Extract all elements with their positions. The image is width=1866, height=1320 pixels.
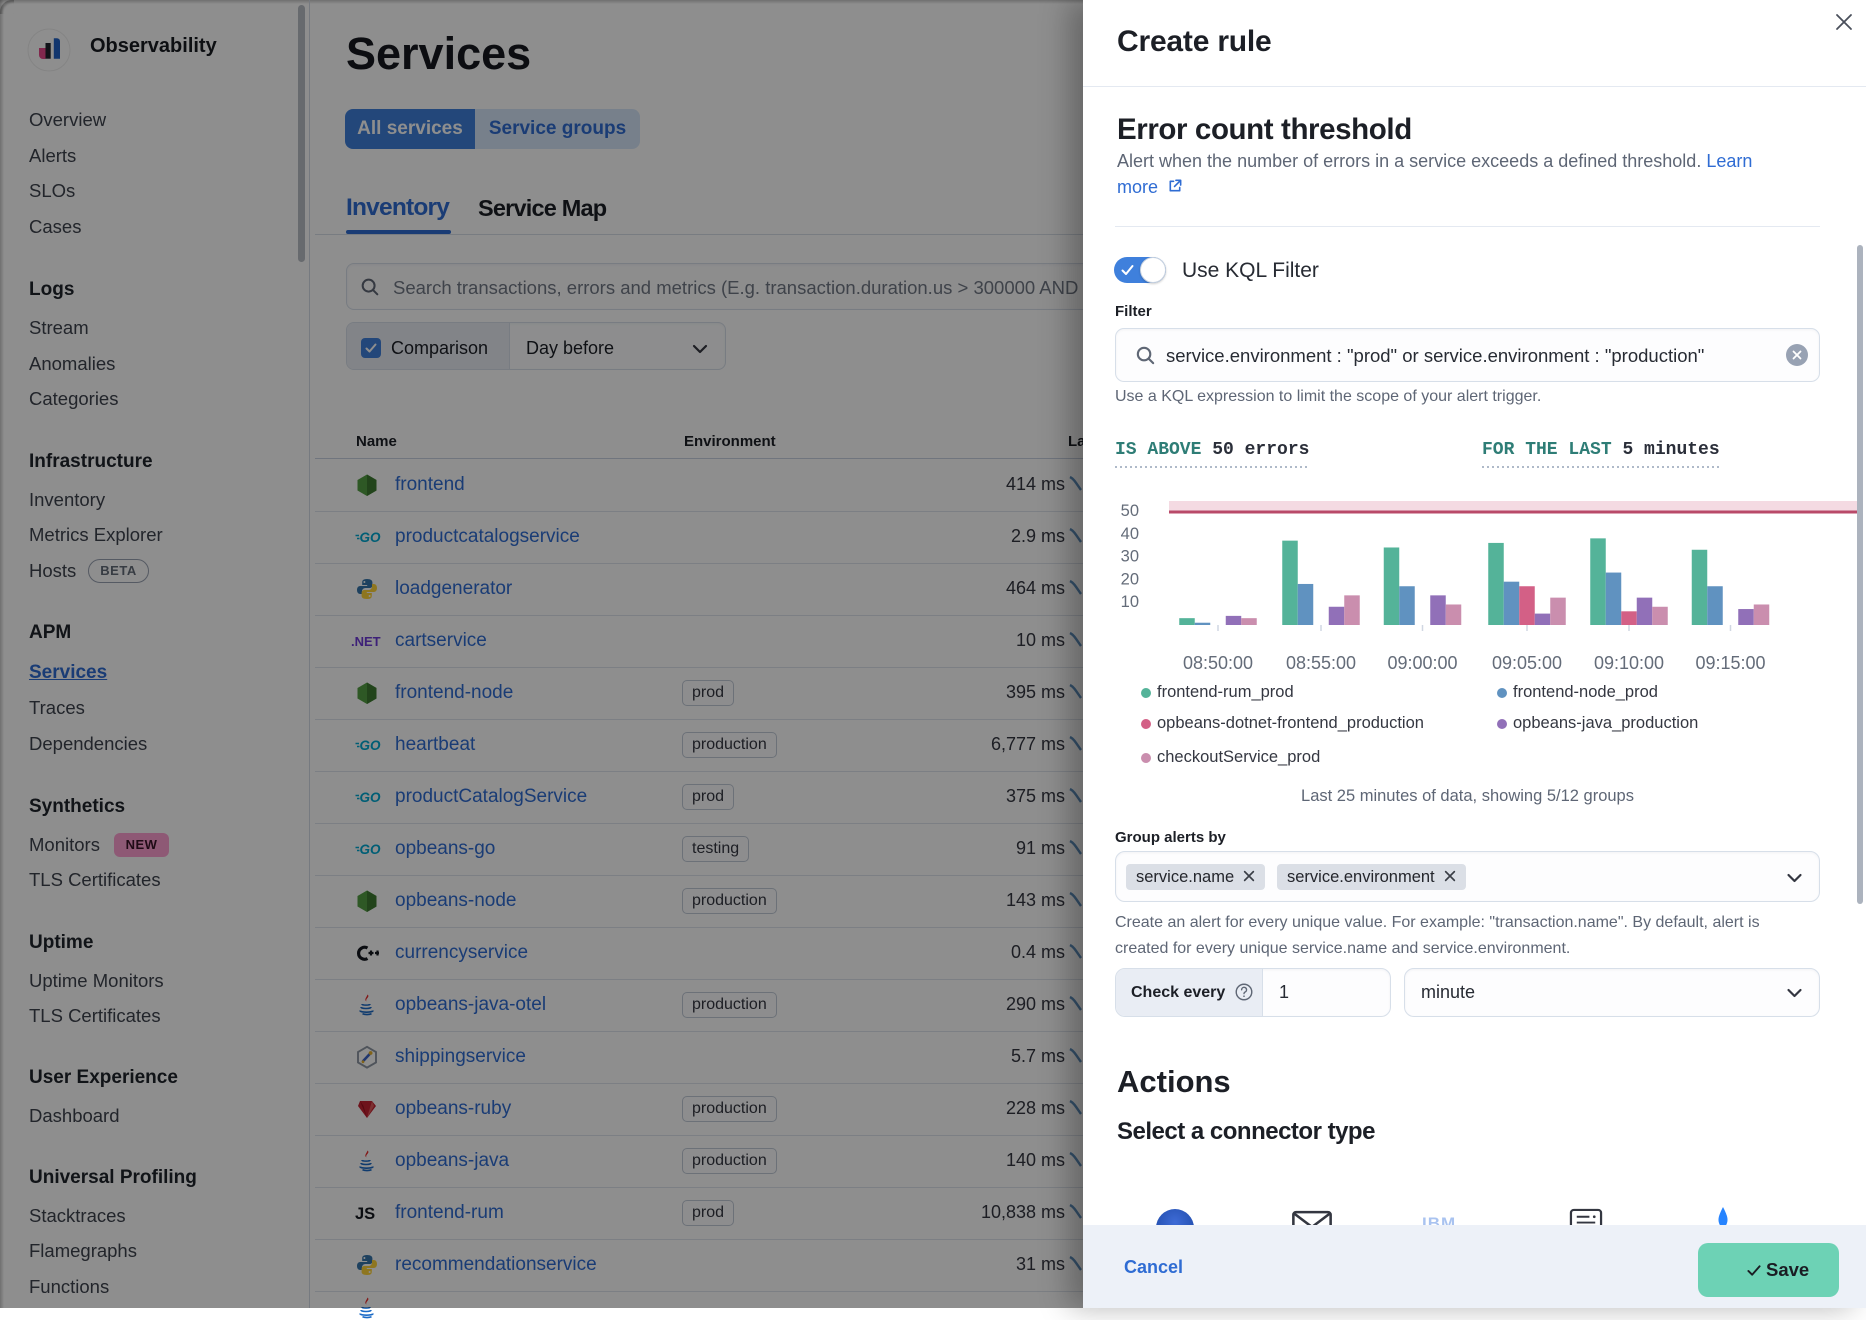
svg-text:20: 20 — [1121, 570, 1139, 588]
svg-text:GO: GO — [360, 790, 382, 805]
svg-text:.NET: .NET — [351, 634, 381, 649]
svg-text:GO: GO — [360, 530, 382, 545]
svg-text:08:50:00: 08:50:00 — [1183, 653, 1253, 670]
svg-text:40: 40 — [1121, 525, 1139, 543]
svg-text:09:00:00: 09:00:00 — [1387, 653, 1457, 670]
svg-text:JS: JS — [355, 1205, 375, 1223]
svg-text:GO: GO — [360, 842, 382, 857]
svg-text:50: 50 — [1121, 502, 1139, 520]
svg-text:GO: GO — [360, 738, 382, 753]
svg-text:09:05:00: 09:05:00 — [1492, 653, 1562, 670]
svg-text:08:55:00: 08:55:00 — [1286, 653, 1356, 670]
svg-text:09:15:00: 09:15:00 — [1695, 653, 1765, 670]
svg-text:09:10:00: 09:10:00 — [1594, 653, 1664, 670]
svg-text:30: 30 — [1121, 548, 1139, 566]
svg-text:10: 10 — [1121, 593, 1139, 611]
